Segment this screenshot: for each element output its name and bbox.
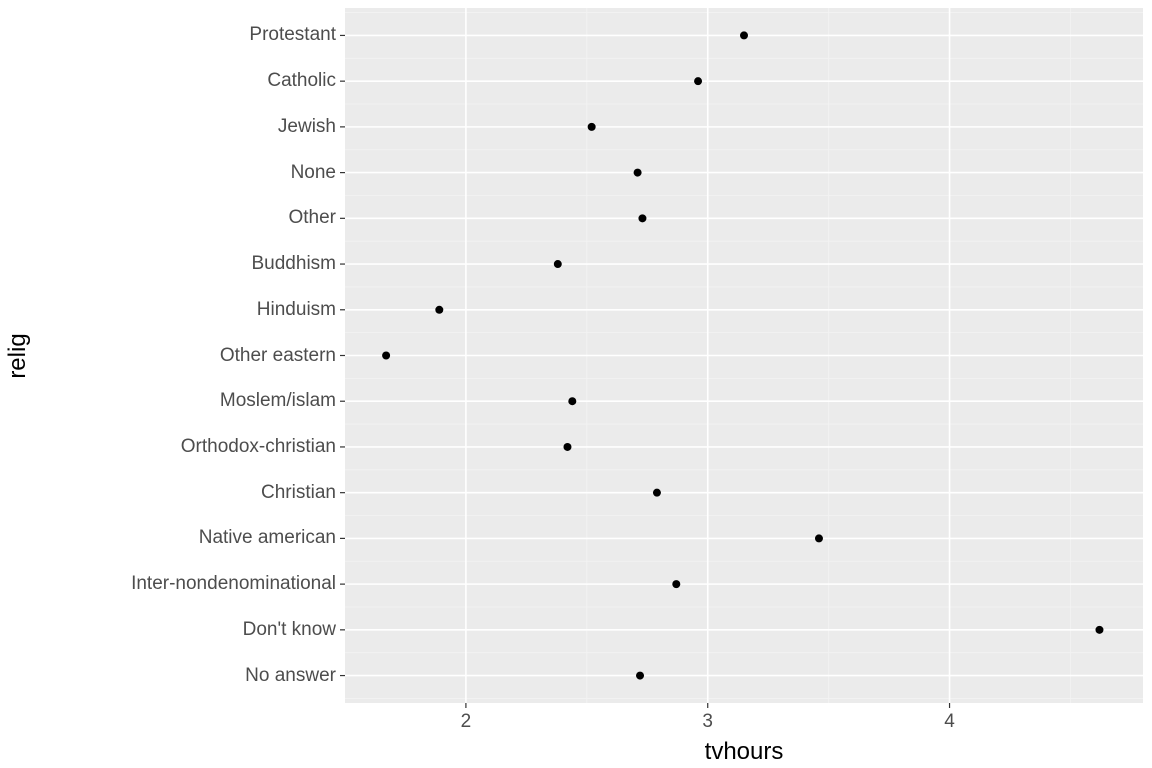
y-tick-label: Other eastern — [220, 345, 336, 367]
point — [568, 397, 576, 405]
point — [435, 306, 443, 314]
point — [636, 672, 644, 680]
y-tick-label: Catholic — [267, 70, 336, 92]
y-axis-label: relig — [4, 333, 32, 378]
point — [554, 260, 562, 268]
y-tick-label: Other — [288, 207, 336, 229]
y-tick-label: Orthodox-christian — [181, 436, 336, 458]
y-tick-label: Protestant — [249, 24, 336, 46]
x-tick-label: 2 — [461, 711, 472, 733]
y-tick-label: Native american — [199, 527, 336, 549]
y-tick-label: Moslem/islam — [220, 390, 336, 412]
y-tick-label: Jewish — [278, 116, 336, 138]
y-tick-label: Inter-nondenominational — [131, 573, 336, 595]
x-axis-label: tvhours — [705, 738, 784, 766]
point — [563, 443, 571, 451]
y-tick-label: Christian — [261, 482, 336, 504]
point — [815, 534, 823, 542]
x-tick-label: 3 — [702, 711, 713, 733]
point — [382, 352, 390, 360]
y-tick-label: None — [291, 162, 336, 184]
y-tick-label: No answer — [245, 665, 336, 687]
point — [653, 489, 661, 497]
y-tick-label: Buddhism — [252, 253, 337, 275]
chart-container: relig tvhours Protestant Catholic Jewish No… — [0, 0, 1152, 768]
point — [1095, 626, 1103, 634]
point — [638, 214, 646, 222]
x-tick-label: 4 — [944, 711, 955, 733]
point — [634, 169, 642, 177]
y-tick-label: Don't know — [243, 619, 336, 641]
point — [694, 77, 702, 85]
point — [588, 123, 596, 131]
y-tick-label: Hinduism — [257, 299, 336, 321]
point — [672, 580, 680, 588]
plot-svg — [0, 0, 1152, 768]
point — [740, 31, 748, 39]
